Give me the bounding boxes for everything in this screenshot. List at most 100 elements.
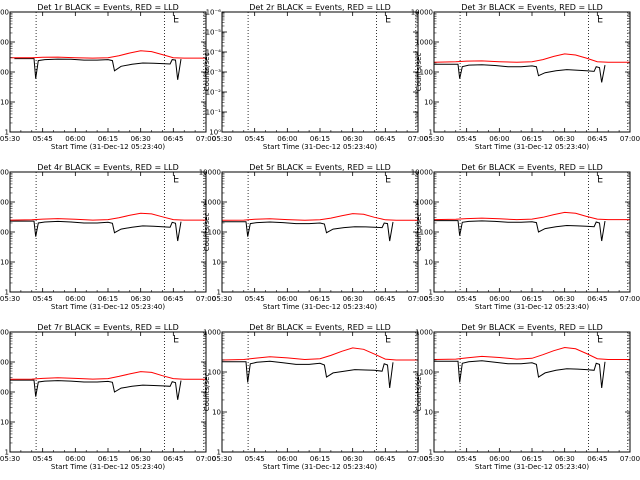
lld-series-line [433, 211, 630, 221]
y-tick-label: 10 [424, 259, 433, 267]
x-tick-label: 06:45 [375, 455, 395, 463]
y-tick-label: 1000 [203, 329, 221, 337]
y-axis-title: Counts/sec [415, 213, 423, 252]
y-tick-label: 1 [429, 129, 433, 137]
bracket-marker [598, 15, 603, 23]
x-tick-label: 05:30 [424, 295, 444, 303]
x-tick-label: 06:45 [375, 295, 395, 303]
bracket-marker [174, 175, 179, 183]
x-tick-label: 06:45 [587, 455, 607, 463]
y-tick-label: 10000 [0, 9, 9, 17]
x-tick-label: 06:15 [98, 455, 118, 463]
x-tick-label: 05:45 [457, 455, 477, 463]
x-axis-title: Start Time (31-Dec-12 05:23:40) [51, 463, 165, 471]
x-tick-label: 05:45 [245, 295, 265, 303]
x-tick-label: 06:15 [310, 135, 330, 143]
y-tick-label: 1000 [203, 199, 221, 207]
panel-title: Det 1r BLACK = Events, RED = LLD [37, 3, 179, 12]
x-tick-label: 06:15 [98, 135, 118, 143]
detector-panel-9: Det 9r BLACK = Events, RED = LLD 05:30 05:… [415, 323, 640, 471]
plot-frame [221, 331, 419, 453]
x-tick-label: 05:30 [212, 135, 232, 143]
x-tick-label: 06:15 [310, 295, 330, 303]
panel-title: Det 6r BLACK = Events, RED = LLD [461, 163, 603, 172]
y-tick-label: 1 [5, 289, 9, 297]
events-series-line [434, 220, 606, 242]
y-tick-label: 10⁻³ [206, 69, 222, 77]
y-tick-label: 100 [0, 69, 9, 77]
bracket-marker [174, 335, 179, 343]
x-axis-title: Start Time (31-Dec-12 05:23:40) [263, 303, 377, 311]
x-tick-label: 06:00 [65, 135, 85, 143]
x-tick-label: 06:15 [522, 455, 542, 463]
x-tick-label: 05:45 [457, 295, 477, 303]
events-series-line [434, 63, 606, 83]
panel-title: Det 8r BLACK = Events, RED = LLD [249, 323, 391, 332]
x-tick-label: 06:30 [131, 455, 151, 463]
x-tick-label: 06:00 [489, 135, 509, 143]
detector-panel-7: Det 7r BLACK = Events, RED = LLD 05:30 05:… [0, 323, 216, 471]
lld-series-line [9, 371, 206, 380]
bracket-marker [598, 335, 603, 343]
events-series-line [222, 221, 394, 242]
x-tick-label: 07:00 [196, 135, 216, 143]
y-tick-label: 1 [217, 289, 221, 297]
x-tick-label: 06:00 [65, 295, 85, 303]
y-tick-label: 10⁻² [206, 89, 222, 97]
y-tick-label: 100 [0, 229, 9, 237]
y-tick-label: 1000 [0, 199, 9, 207]
y-tick-label: 1 [5, 449, 9, 457]
y-tick-label: 10⁰ [209, 129, 221, 137]
x-tick-label: 06:15 [522, 295, 542, 303]
lld-series-line [433, 53, 630, 63]
y-tick-label: 100 [420, 229, 433, 237]
x-tick-label: 06:15 [310, 455, 330, 463]
x-tick-label: 07:00 [620, 455, 640, 463]
bracket-marker [386, 175, 391, 183]
y-tick-label: 10⁻⁶ [206, 9, 222, 17]
lld-series-line [221, 347, 418, 361]
y-tick-label: 1000 [415, 329, 433, 337]
x-tick-label: 06:00 [277, 455, 297, 463]
y-tick-label: 10⁻⁵ [206, 29, 222, 37]
y-tick-label: 10000 [411, 169, 433, 177]
x-tick-label: 05:45 [33, 295, 53, 303]
events-series-line [434, 360, 606, 388]
panel-title: Det 4r BLACK = Events, RED = LLD [37, 163, 179, 172]
x-tick-label: 06:45 [163, 135, 183, 143]
x-tick-label: 06:45 [587, 295, 607, 303]
y-axis-title: Counts/sec [203, 213, 211, 252]
events-series-line [222, 360, 394, 388]
x-tick-label: 05:45 [33, 455, 53, 463]
x-tick-label: 06:00 [277, 295, 297, 303]
x-axis-title: Start Time (31-Dec-12 05:23:40) [51, 143, 165, 151]
x-tick-label: 06:45 [163, 295, 183, 303]
x-tick-label: 05:45 [245, 135, 265, 143]
x-tick-label: 06:45 [163, 455, 183, 463]
y-tick-label: 10000 [199, 169, 221, 177]
lld-series-line [9, 212, 206, 221]
y-axis-title: Counts/sec [203, 53, 211, 92]
y-tick-label: 10 [0, 419, 9, 427]
x-tick-label: 06:30 [131, 135, 151, 143]
plot-frame [221, 11, 419, 133]
x-tick-label: 06:30 [343, 135, 363, 143]
y-tick-label: 10 [0, 259, 9, 267]
events-series-line [10, 220, 182, 242]
detector-panel-5: Det 5r BLACK = Events, RED = LLD 05:30 05:… [199, 163, 428, 311]
y-tick-label: 1000 [415, 39, 433, 47]
lld-series-line [221, 213, 418, 221]
detector-panel-8: Det 8r BLACK = Events, RED = LLD 05:30 05:… [203, 323, 428, 471]
panel-title: Det 7r BLACK = Events, RED = LLD [37, 323, 179, 332]
y-tick-label: 10 [424, 99, 433, 107]
x-tick-label: 07:00 [196, 295, 216, 303]
x-tick-label: 05:30 [424, 455, 444, 463]
x-tick-label: 06:30 [555, 135, 575, 143]
x-tick-label: 06:00 [65, 455, 85, 463]
panel-title: Det 9r BLACK = Events, RED = LLD [461, 323, 603, 332]
y-tick-label: 10 [0, 99, 9, 107]
y-tick-label: 1 [429, 289, 433, 297]
y-tick-label: 100 [208, 229, 221, 237]
events-series-line [14, 58, 182, 80]
bracket-marker [386, 335, 391, 343]
